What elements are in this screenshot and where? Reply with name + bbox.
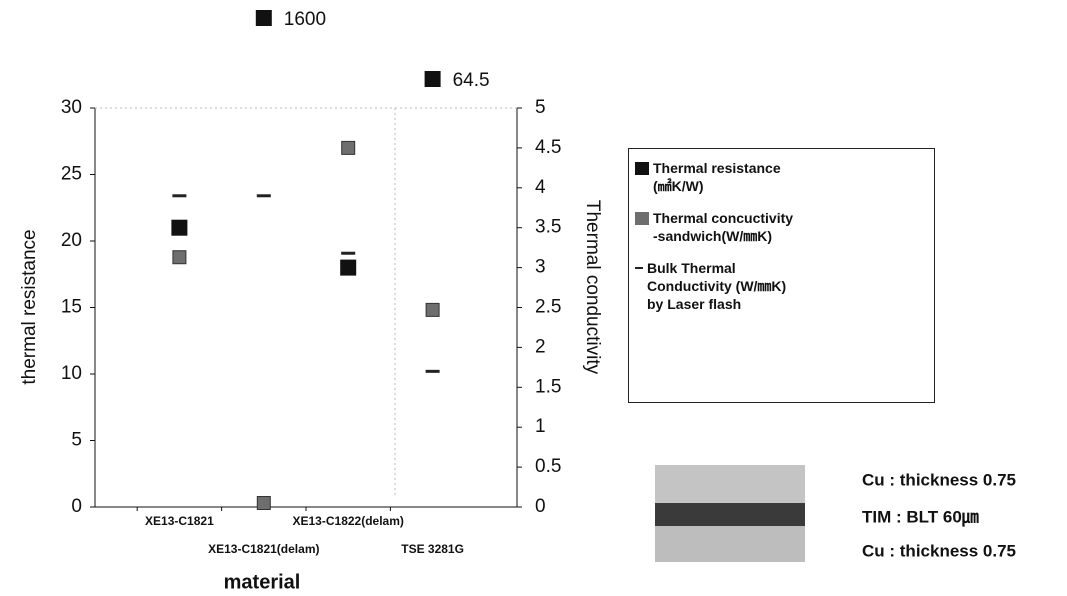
inset-figure: [655, 465, 805, 562]
legend: Thermal resistance (㎟K/W) Thermal concuct…: [628, 148, 935, 403]
legend-label: Thermal concuctivity -sandwich(W/㎜K): [653, 210, 794, 244]
marker: [425, 369, 440, 373]
cu-layer: [655, 465, 805, 503]
y-tick-label: 5: [71, 430, 82, 451]
data-label: 64.5: [453, 70, 490, 91]
y2-axis-title: Thermal conductivity: [582, 200, 603, 375]
marker: [341, 251, 356, 255]
y-tick-label: 0: [71, 496, 82, 517]
cu-layer: [655, 526, 805, 562]
x-tick-label: XE13-C1822(delam): [293, 514, 404, 528]
y2-tick-label: 5: [535, 97, 546, 118]
marker: [424, 71, 441, 87]
y-tick-label: 30: [61, 97, 82, 118]
marker: [425, 302, 440, 317]
y-tick-label: 20: [61, 230, 82, 251]
marker: [171, 219, 188, 236]
y-tick-label: 10: [61, 363, 82, 384]
marker: [172, 194, 187, 198]
legend-item: Bulk Thermal Conductivity (W/㎜K) by Lase…: [635, 259, 928, 313]
y2-tick-label: 2.5: [535, 297, 561, 318]
y-axis-title: thermal resistance: [19, 229, 40, 384]
inset-label: Cu : thickness 0.75: [862, 470, 1016, 489]
y2-tick-label: 3.5: [535, 217, 561, 238]
x-tick-label: XE13-C1821: [145, 514, 214, 528]
inset-label: Cu : thickness 0.75: [862, 541, 1016, 560]
marker: [255, 10, 272, 26]
x-tick-label: XE13-C1821(delam): [208, 542, 319, 556]
legend-swatch: [635, 267, 643, 269]
data-label: 1600: [284, 9, 326, 30]
tim-layer: [655, 503, 805, 526]
legend-item: Thermal resistance (㎟K/W): [635, 159, 928, 195]
y2-tick-label: 3: [535, 257, 546, 278]
marker: [340, 259, 357, 276]
y2-tick-label: 1.5: [535, 376, 561, 397]
legend-swatch: [635, 162, 649, 175]
x-tick-label: TSE 3281G: [401, 542, 464, 556]
y-tick-label: 25: [61, 164, 82, 185]
marker: [341, 140, 356, 155]
y2-tick-label: 2: [535, 336, 546, 357]
marker: [256, 194, 271, 198]
inset-label: TIM : BLT 60㎛: [862, 507, 979, 527]
legend-swatch: [635, 212, 649, 225]
legend-item: Thermal concuctivity -sandwich(W/㎜K): [635, 209, 928, 245]
marker: [256, 496, 271, 511]
y2-tick-label: 0: [535, 496, 546, 517]
legend-label: Thermal resistance (㎟K/W): [653, 160, 781, 194]
y2-tick-label: 0.5: [535, 456, 561, 477]
x-axis-title: material: [224, 571, 301, 593]
y2-tick-label: 4: [535, 177, 546, 198]
y2-tick-label: 1: [535, 416, 546, 437]
y2-tick-label: 4.5: [535, 137, 561, 158]
marker: [172, 250, 187, 265]
y-tick-label: 15: [61, 297, 82, 318]
legend-label: Bulk Thermal Conductivity (W/㎜K) by Lase…: [647, 260, 787, 312]
